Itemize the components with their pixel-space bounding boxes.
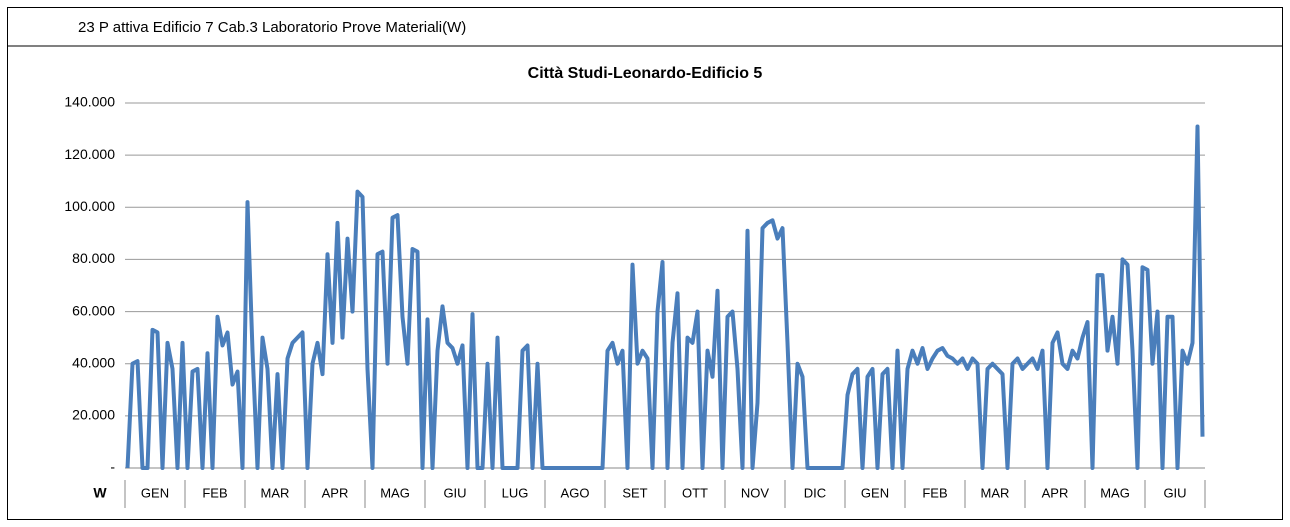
x-tick-label: NOV bbox=[741, 485, 770, 500]
x-tick-label: APR bbox=[1042, 485, 1069, 500]
x-tick-label: MAR bbox=[261, 485, 290, 500]
x-tick-label: DIC bbox=[804, 485, 826, 500]
x-tick-label: LUG bbox=[502, 485, 529, 500]
x-tick-label: OTT bbox=[682, 485, 708, 500]
y-tick-label: 20.000 bbox=[72, 407, 115, 423]
frame bbox=[7, 7, 1283, 520]
x-tick-label: GIU bbox=[1163, 485, 1186, 500]
data-line bbox=[125, 124, 1205, 470]
x-tick-label: MAG bbox=[380, 485, 410, 500]
x-tick-label: AGO bbox=[561, 485, 590, 500]
y-tick-label: - bbox=[110, 459, 115, 475]
y-tick-label: 60.000 bbox=[72, 302, 115, 318]
x-tick-label: GEN bbox=[861, 485, 889, 500]
x-tick-label: FEB bbox=[202, 485, 227, 500]
chart-title: Città Studi-Leonardo-Edificio 5 bbox=[528, 65, 763, 82]
y-tick-label: 120.000 bbox=[64, 146, 115, 162]
y-tick-label: 100.000 bbox=[64, 198, 115, 214]
y-tick-label: 140.000 bbox=[64, 94, 115, 110]
x-tick-label: MAR bbox=[981, 485, 1010, 500]
x-tick-label: MAG bbox=[1100, 485, 1130, 500]
y-unit-label: W bbox=[93, 485, 107, 501]
x-tick-label: GIU bbox=[443, 485, 466, 500]
y-tick-label: 80.000 bbox=[72, 250, 115, 266]
x-tick-label: FEB bbox=[922, 485, 947, 500]
x-tick-label: SET bbox=[622, 485, 647, 500]
caption: 23 P attiva Edificio 7 Cab.3 Laboratorio… bbox=[78, 19, 466, 36]
x-tick-label: APR bbox=[322, 485, 349, 500]
x-tick-label: GEN bbox=[141, 485, 169, 500]
y-tick-label: 40.000 bbox=[72, 354, 115, 370]
